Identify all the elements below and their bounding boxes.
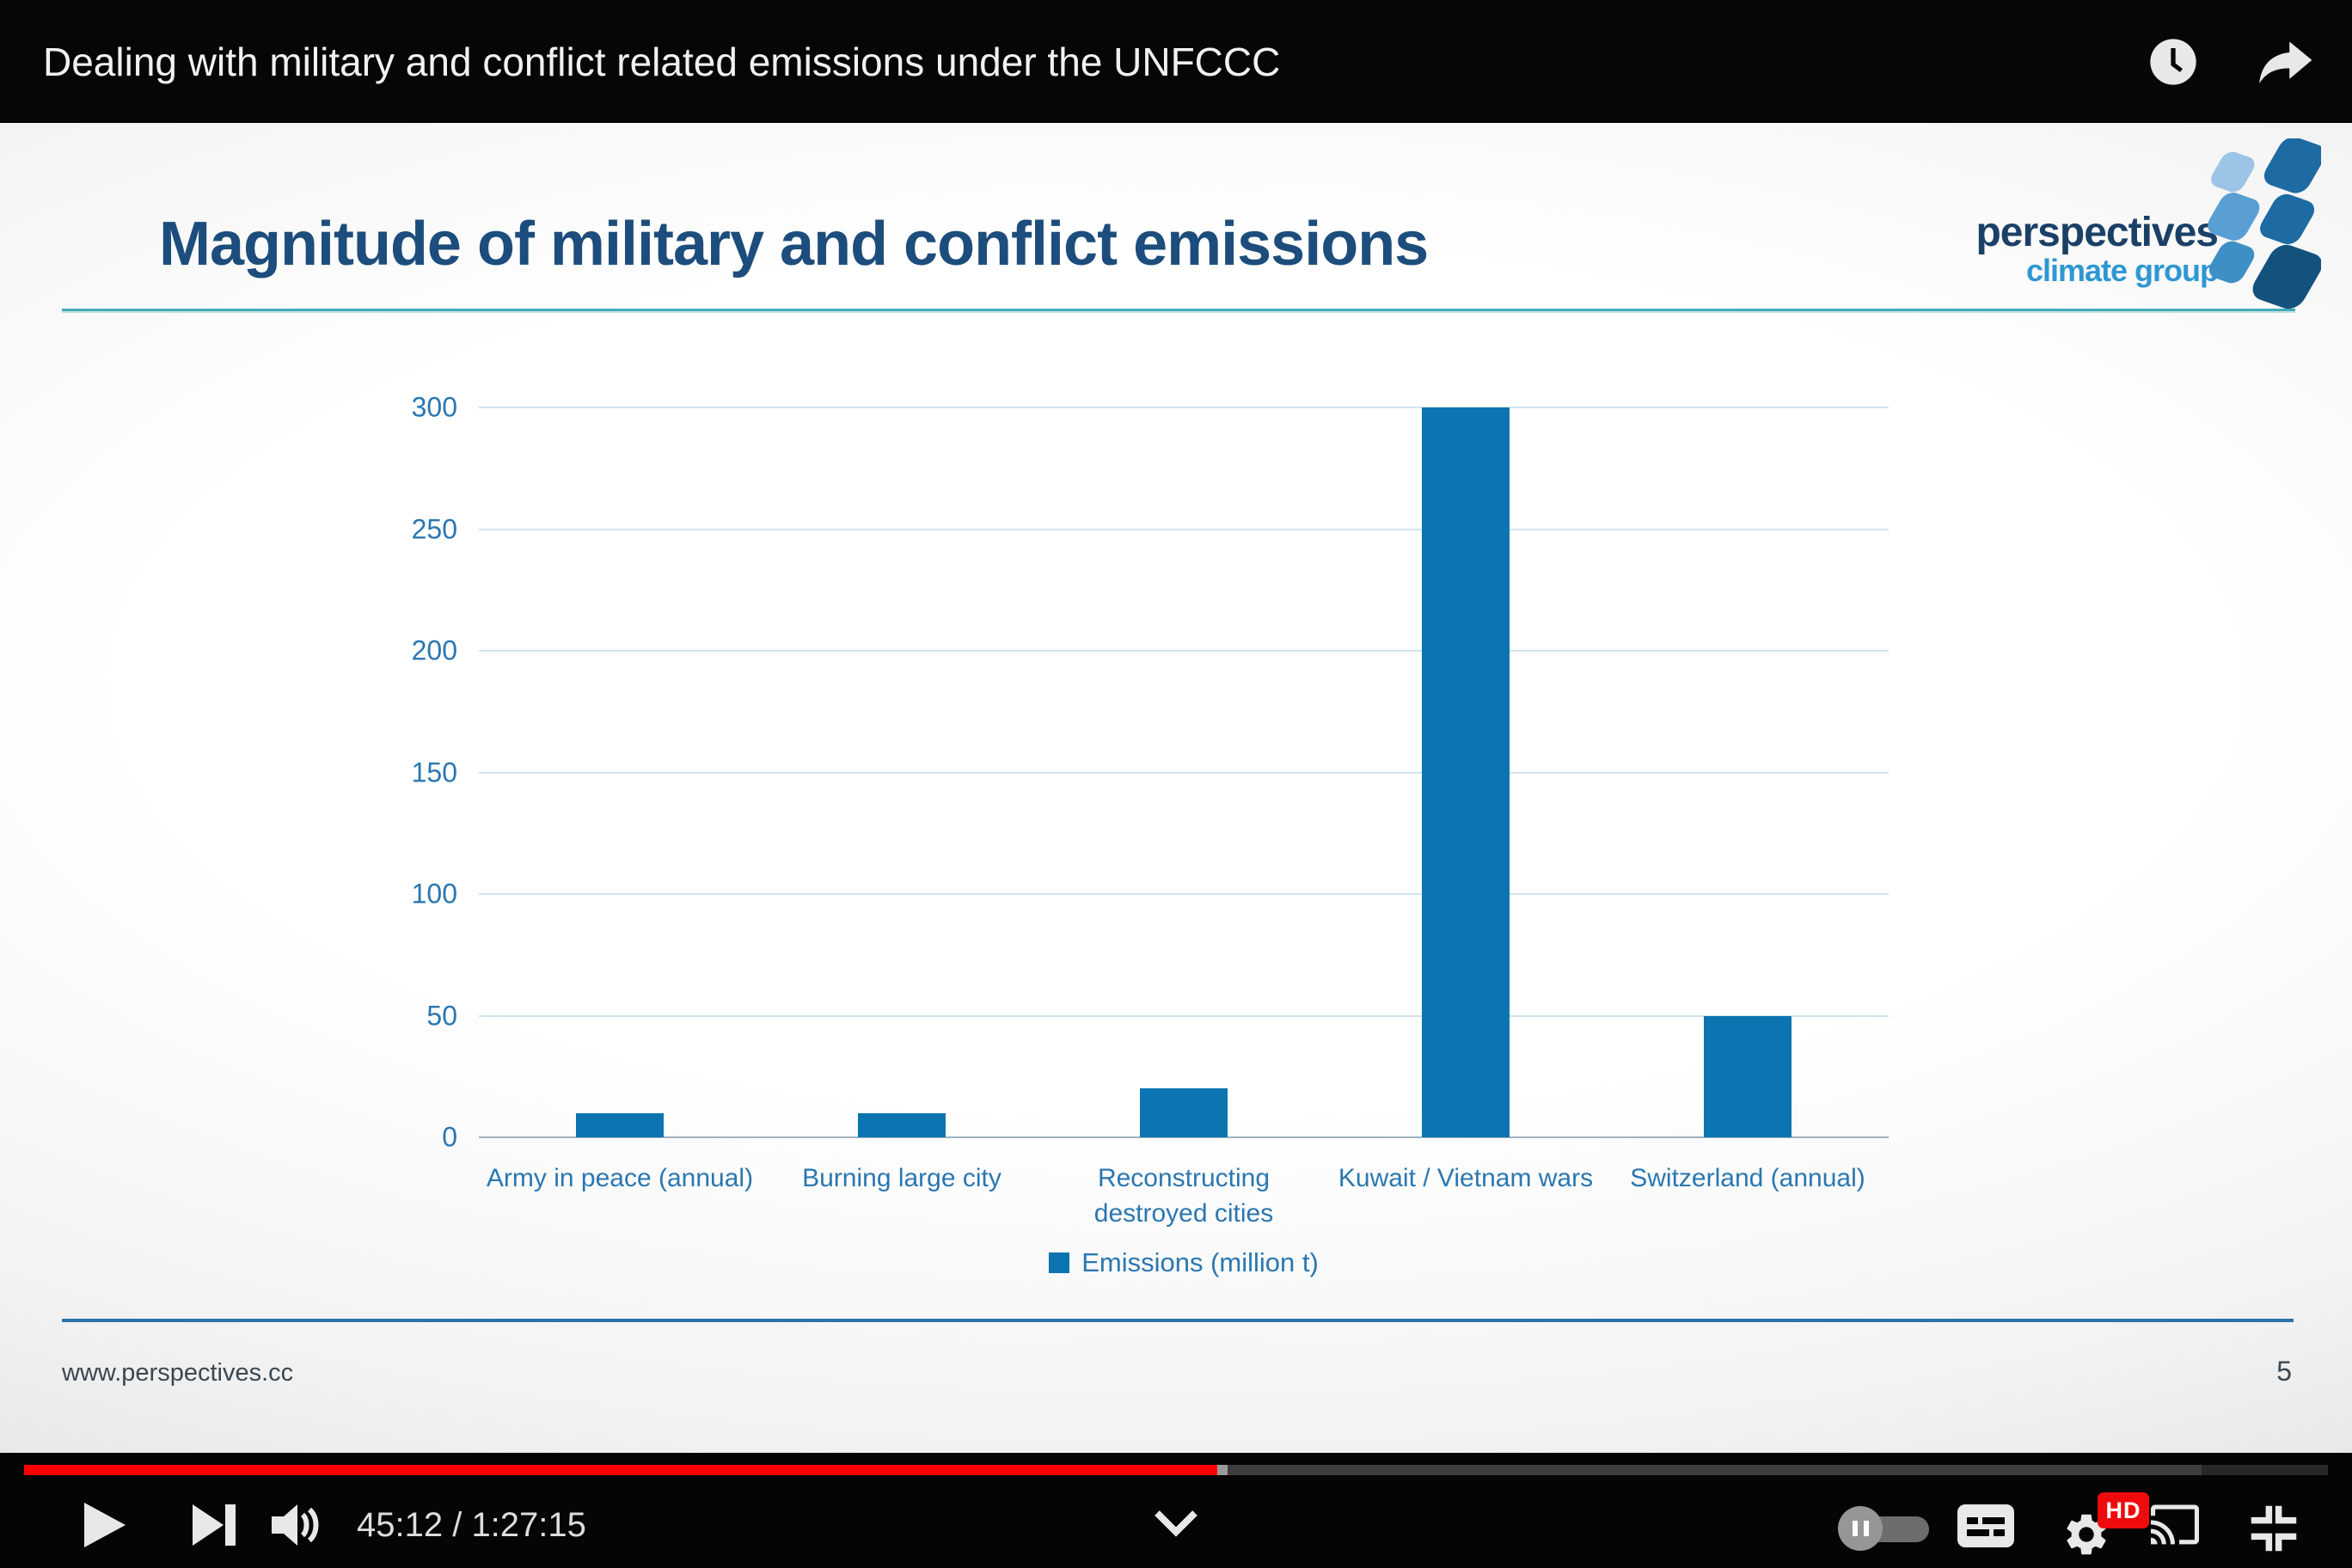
gridline-300 [479, 407, 1889, 408]
watch-later-icon[interactable] [2146, 34, 2201, 89]
chevron-down-icon[interactable] [1154, 1510, 1198, 1537]
gridline-150 [479, 771, 1889, 774]
gridline-100 [479, 893, 1889, 896]
logo-text: perspectives climate group [1975, 210, 2219, 288]
share-icon[interactable] [2256, 36, 2314, 88]
x-category-label-2: Reconstructing destroyed cities [1093, 1164, 1274, 1228]
perspectives-logo: perspectives climate group [1951, 138, 2321, 336]
chart-legend: Emissions (million t) [479, 1247, 1889, 1278]
top-bar-actions [2146, 34, 2352, 89]
legend-label: Emissions (million t) [1081, 1247, 1319, 1277]
presentation-slide: Magnitude of military and conflict emiss… [0, 123, 2352, 1453]
bar-1 [858, 1112, 946, 1137]
y-tick-label-250: 250 [411, 513, 457, 544]
bar-4 [1704, 1015, 1792, 1137]
gridline-50 [479, 1014, 1889, 1017]
x-category-label-0: Army in peace (annual) [486, 1164, 754, 1192]
player-controls-bar: 45:12 / 1:27:15 HD [0, 1453, 2352, 1568]
x-category-label-4: Switzerland (annual) [1630, 1164, 1865, 1192]
video-title[interactable]: Dealing with military and conflict relat… [43, 39, 1281, 84]
y-tick-label-0: 0 [442, 1121, 457, 1153]
y-tick-label-50: 50 [426, 1000, 457, 1032]
legend-swatch [1049, 1253, 1070, 1273]
video-top-bar: Dealing with military and conflict relat… [0, 0, 2352, 123]
slide-page-number: 5 [2276, 1356, 2292, 1387]
logo-line1: perspectives [1975, 210, 2219, 255]
autoplay-pause-knob [1838, 1506, 1883, 1551]
autoplay-toggle[interactable] [1838, 1504, 1939, 1553]
next-button[interactable] [193, 1504, 236, 1546]
bar-2 [1140, 1088, 1228, 1137]
title-underline [62, 309, 2295, 311]
slide-footer-url: www.perspectives.cc [62, 1359, 294, 1387]
play-button[interactable] [84, 1503, 126, 1547]
slide-footer-rule [62, 1319, 2294, 1322]
volume-icon[interactable] [272, 1503, 320, 1547]
gridline-0 [479, 1136, 1889, 1138]
slide-title: Magnitude of military and conflict emiss… [159, 210, 1429, 279]
hd-quality-badge: HD [2098, 1492, 2149, 1528]
gridline-250 [479, 528, 1889, 530]
bar-3 [1422, 407, 1510, 1137]
progress-hover-segment [1217, 1465, 1228, 1475]
y-tick-label-200: 200 [411, 634, 457, 666]
settings-button[interactable]: HD [2061, 1492, 2149, 1563]
progress-bar[interactable] [24, 1465, 2328, 1475]
gridline-200 [479, 650, 1889, 652]
logo-mark-icon [2208, 138, 2321, 309]
time-display: 45:12 / 1:27:15 [357, 1506, 586, 1544]
cast-icon[interactable] [2148, 1503, 2202, 1551]
y-tick-label-300: 300 [411, 391, 457, 423]
x-axis-labels: Army in peace (annual) Burning large city… [479, 1161, 1889, 1231]
progress-played [24, 1465, 1218, 1475]
subtitles-icon[interactable] [1957, 1504, 2014, 1547]
y-tick-label-150: 150 [411, 756, 457, 787]
fullscreen-exit-icon[interactable] [2248, 1503, 2300, 1554]
x-category-label-1: Burning large city [802, 1164, 1001, 1192]
bar-chart-plot-area: 0 50 100 150 200 250 300 [412, 392, 1889, 1153]
logo-line2: climate group [2025, 253, 2219, 288]
bar-0 [576, 1112, 664, 1137]
x-category-label-3: Kuwait / Vietnam wars [1338, 1164, 1594, 1192]
y-tick-label-100: 100 [411, 878, 457, 910]
